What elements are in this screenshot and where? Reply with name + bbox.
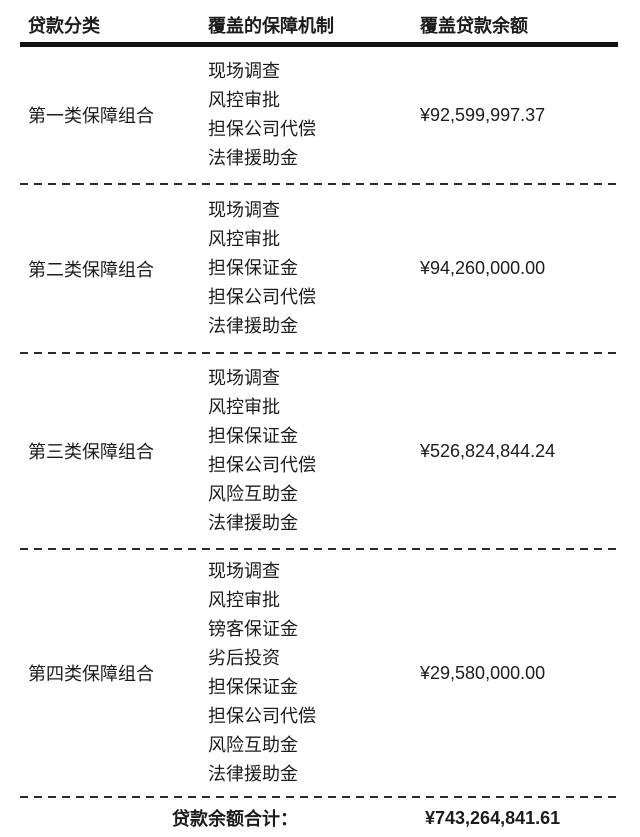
mechanisms-cell: 现场调查 风控审批 镑客保证金 劣后投资 担保保证金 担保公司代偿 风险互助金 … — [208, 557, 420, 789]
row-divider — [20, 352, 618, 354]
mechanisms-cell: 现场调查 风控审批 担保保证金 担保公司代偿 风险互助金 法律援助金 — [208, 364, 420, 538]
header-double-rule — [20, 42, 618, 47]
table-row: 第四类保障组合 现场调查 风控审批 镑客保证金 劣后投资 担保保证金 担保公司代… — [20, 550, 618, 796]
row-divider — [20, 548, 618, 550]
header-loan-category: 贷款分类 — [28, 16, 100, 36]
header-coverage-mechanism: 覆盖的保障机制 — [208, 16, 334, 36]
mechanism-item: 现场调查 — [208, 61, 280, 81]
mechanism-item: 现场调查 — [208, 200, 280, 220]
mechanisms-cell: 现场调查 风控审批 担保公司代偿 法律援助金 — [208, 57, 420, 173]
total-row: 贷款余额合计： ¥743,264,841.61 — [20, 798, 618, 837]
balance-cell: ¥29,580,000.00 — [420, 662, 546, 683]
mechanism-item: 风险互助金 — [208, 735, 298, 755]
table-row: 第二类保障组合 现场调查 风控审批 担保保证金 担保公司代偿 法律援助金 ¥94… — [20, 185, 618, 352]
mechanism-item: 镑客保证金 — [208, 619, 298, 639]
mechanism-item: 担保保证金 — [208, 426, 298, 446]
mechanism-item: 现场调查 — [208, 368, 280, 388]
total-label: 贷款余额合计： — [172, 809, 298, 829]
row-divider — [20, 183, 618, 185]
mechanism-item: 法律援助金 — [208, 148, 298, 168]
balance-cell: ¥526,824,844.24 — [420, 440, 556, 461]
mechanism-item: 担保公司代偿 — [208, 706, 316, 726]
header-covered-balance: 覆盖贷款余额 — [420, 16, 528, 36]
category-cell: 第二类保障组合 — [28, 259, 154, 280]
mechanism-item: 法律援助金 — [208, 316, 298, 336]
mechanism-item: 法律援助金 — [208, 764, 298, 784]
mechanism-item: 担保保证金 — [208, 677, 298, 697]
mechanism-item: 劣后投资 — [208, 648, 280, 668]
table-row: 第一类保障组合 现场调查 风控审批 担保公司代偿 法律援助金 ¥92,599,9… — [20, 47, 618, 183]
total-amount: ¥743,264,841.61 — [425, 807, 561, 828]
mechanism-item: 风控审批 — [208, 90, 280, 110]
footer-divider — [20, 796, 618, 798]
mechanism-item: 风控审批 — [208, 590, 280, 610]
mechanism-item: 现场调查 — [208, 561, 280, 581]
mechanism-item: 法律援助金 — [208, 513, 298, 533]
mechanism-item: 风险互助金 — [208, 484, 298, 504]
category-cell: 第一类保障组合 — [28, 106, 154, 126]
table-row: 第三类保障组合 现场调查 风控审批 担保保证金 担保公司代偿 风险互助金 法律援… — [20, 354, 618, 548]
mechanism-item: 担保公司代偿 — [208, 287, 316, 307]
balance-cell: ¥94,260,000.00 — [420, 258, 546, 278]
category-cell: 第三类保障组合 — [28, 442, 154, 462]
mechanism-item: 风控审批 — [208, 229, 280, 249]
mechanism-item: 担保保证金 — [208, 258, 298, 278]
mechanisms-cell: 现场调查 风控审批 担保保证金 担保公司代偿 法律援助金 — [208, 196, 420, 341]
table-header-row: 贷款分类 覆盖的保障机制 覆盖贷款余额 — [20, 0, 618, 42]
mechanism-item: 担保公司代偿 — [208, 455, 316, 475]
mechanism-item: 担保公司代偿 — [208, 119, 316, 139]
category-cell: 第四类保障组合 — [28, 664, 154, 684]
balance-cell: ¥92,599,997.37 — [420, 104, 546, 125]
mechanism-item: 风控审批 — [208, 397, 280, 417]
